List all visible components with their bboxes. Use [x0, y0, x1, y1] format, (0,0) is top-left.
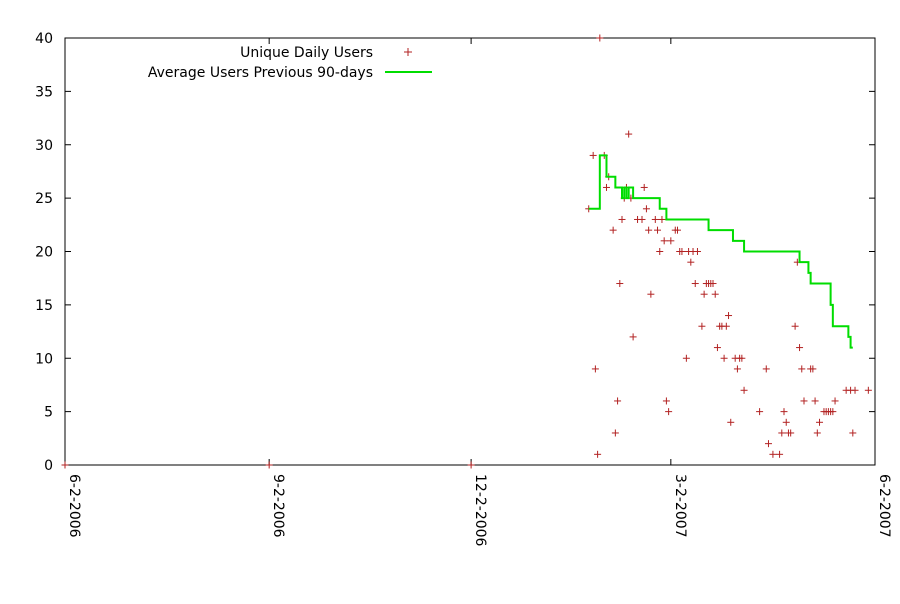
data-point — [647, 290, 655, 298]
y-tick-label: 40 — [35, 31, 53, 47]
y-tick-label: 5 — [44, 405, 53, 421]
data-point — [673, 226, 681, 234]
data-point — [687, 258, 695, 266]
legend-label-average-users: Average Users Previous 90-days — [148, 65, 373, 81]
data-point — [642, 205, 650, 213]
data-point — [851, 386, 859, 394]
data-point — [776, 450, 784, 458]
data-point — [682, 354, 690, 362]
average-line — [588, 154, 853, 349]
data-point — [691, 280, 699, 288]
data-point — [816, 418, 824, 426]
data-point — [658, 215, 666, 223]
data-point — [596, 34, 604, 42]
data-point — [762, 365, 770, 373]
data-point — [61, 461, 69, 469]
data-point — [698, 322, 706, 330]
y-tick-label: 0 — [44, 458, 53, 474]
data-point — [678, 248, 686, 255]
data-point — [764, 440, 772, 448]
data-point — [733, 365, 741, 373]
y-tick-label: 15 — [35, 298, 53, 314]
data-point — [813, 429, 821, 437]
legend-marker-plus — [404, 48, 412, 56]
legend-label-unique-daily-users: Unique Daily Users — [240, 45, 373, 61]
data-point — [656, 248, 664, 255]
data-point — [589, 151, 597, 159]
data-point — [638, 215, 646, 223]
data-point — [467, 461, 475, 469]
data-point — [727, 418, 735, 426]
data-point — [618, 215, 626, 223]
data-point — [798, 365, 806, 373]
data-point — [265, 461, 273, 469]
data-point — [791, 322, 799, 330]
data-point — [800, 397, 808, 405]
legend: Unique Daily Users Average Users Previous… — [148, 45, 432, 81]
data-point — [782, 418, 790, 426]
data-point — [725, 312, 733, 320]
data-point — [665, 408, 673, 416]
data-point — [614, 397, 622, 405]
data-point — [811, 397, 819, 405]
x-tick-label: 3-2-2007 — [672, 474, 688, 538]
data-point — [651, 215, 659, 223]
data-point — [780, 408, 788, 416]
data-point — [609, 226, 617, 234]
y-tick-label: 10 — [35, 351, 53, 367]
data-point — [616, 280, 624, 288]
x-tick-label: 9-2-2006 — [270, 474, 286, 538]
data-point — [756, 408, 764, 416]
data-point — [645, 226, 653, 234]
data-point — [629, 333, 637, 341]
data-point — [625, 130, 633, 138]
data-point — [693, 248, 701, 255]
data-point — [829, 408, 837, 416]
data-point — [738, 354, 746, 362]
data-point — [654, 226, 662, 234]
data-point — [640, 183, 648, 191]
data-point — [660, 237, 668, 245]
data-point — [611, 429, 619, 437]
data-point — [700, 290, 708, 298]
data-point — [667, 237, 675, 245]
data-point — [769, 450, 777, 458]
y-tick-label: 25 — [35, 191, 53, 207]
data-point — [864, 386, 872, 394]
y-tick-label: 35 — [35, 84, 53, 100]
data-point — [709, 280, 717, 288]
y-axis: 0 5 10 15 20 25 30 35 40 — [35, 31, 875, 474]
data-point — [711, 290, 719, 298]
y-tick-label: 30 — [35, 138, 53, 154]
data-point — [591, 365, 599, 373]
average-users-series — [588, 154, 853, 349]
data-point — [809, 365, 817, 373]
data-point — [602, 183, 610, 191]
data-point — [720, 354, 728, 362]
data-point — [740, 386, 748, 394]
data-point — [594, 450, 602, 458]
data-point — [713, 344, 721, 352]
data-point — [662, 397, 670, 405]
data-point — [778, 429, 786, 437]
x-tick-label: 12-2-2006 — [472, 474, 488, 547]
data-point — [831, 397, 839, 405]
data-point — [796, 344, 804, 352]
x-tick-label: 6-2-2007 — [876, 474, 892, 538]
x-axis: 6-2-2006 9-2-2006 12-2-2006 3-2-2007 6-2-200… — [64, 38, 892, 547]
data-point — [722, 322, 730, 330]
x-tick-label: 6-2-2006 — [66, 474, 82, 538]
data-point — [787, 429, 795, 437]
y-tick-label: 20 — [35, 245, 53, 261]
data-point — [849, 429, 857, 437]
